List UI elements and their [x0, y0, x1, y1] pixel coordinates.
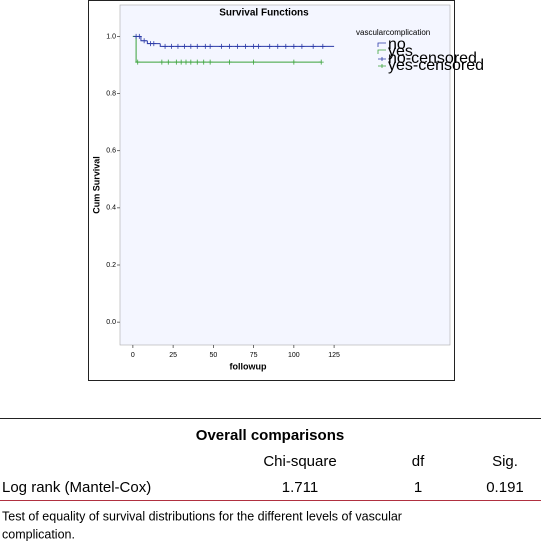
censor-mark — [141, 38, 147, 44]
censor-mark — [299, 43, 305, 49]
censor-mark — [226, 43, 232, 49]
cell: 0.191 — [486, 479, 524, 496]
censor-mark — [291, 59, 297, 65]
x-tick-label: 100 — [288, 352, 300, 359]
legend-label: no-censored — [388, 50, 477, 67]
row-label: Log rank (Mantel-Cox) — [2, 479, 151, 496]
y-tick-label: 1.0 — [106, 33, 116, 40]
legend-label: no — [388, 36, 406, 53]
censor-mark — [201, 59, 207, 65]
footnote: Test of equality of survival distributio… — [2, 509, 402, 523]
legend-label: yes — [388, 43, 413, 60]
censor-mark — [169, 43, 175, 49]
table-title: Overall comparisons — [196, 427, 344, 444]
censor-mark — [218, 43, 224, 49]
censor-mark — [165, 59, 171, 65]
censor-mark — [136, 33, 142, 39]
censor-mark — [173, 59, 179, 65]
censor-mark — [135, 59, 141, 65]
x-axis-label: followup — [230, 361, 267, 371]
censor-mark — [235, 43, 241, 49]
censor-mark — [202, 43, 208, 49]
censor-mark — [188, 59, 194, 65]
censor-mark — [194, 59, 200, 65]
censor-mark — [175, 43, 181, 49]
censor-mark — [162, 43, 168, 49]
censor-mark — [251, 43, 257, 49]
censor-mark — [226, 59, 232, 65]
censor-mark — [151, 41, 157, 47]
chart-title: Survival Functions — [219, 8, 309, 19]
legend-swatch — [378, 64, 386, 68]
censor-mark — [310, 43, 316, 49]
legend-swatch — [377, 49, 386, 54]
censor-mark — [251, 59, 257, 65]
censor-mark — [243, 43, 249, 49]
censor-mark — [291, 43, 297, 49]
column-header: Chi-square — [263, 453, 336, 470]
x-tick-label: 0 — [131, 352, 135, 359]
censor-mark — [318, 59, 324, 65]
censor-mark — [207, 59, 213, 65]
x-tick-label: 50 — [209, 352, 217, 359]
censor-mark — [275, 43, 281, 49]
censor-mark — [320, 43, 326, 49]
y-tick-label: 0.0 — [106, 319, 116, 326]
legend-swatch — [377, 42, 386, 47]
x-tick-label: 25 — [169, 352, 177, 359]
censor-mark — [178, 59, 184, 65]
censor-mark — [283, 43, 289, 49]
legend-label: yes-censored — [388, 57, 484, 74]
column-header: df — [412, 453, 425, 470]
y-tick-label: 0.4 — [106, 205, 116, 212]
censor-mark — [255, 43, 261, 49]
legend-title: vascularcomplication — [356, 28, 430, 37]
footnote: complication. — [2, 527, 75, 541]
legend-swatch — [378, 57, 386, 61]
cell: 1.711 — [282, 479, 318, 496]
censor-mark — [181, 43, 187, 49]
x-tick-label: 75 — [250, 352, 258, 359]
censor-mark — [194, 43, 200, 49]
column-header: Sig. — [492, 453, 518, 470]
x-tick-label: 125 — [328, 352, 340, 359]
censor-mark — [267, 43, 273, 49]
y-tick-label: 0.2 — [106, 262, 116, 269]
y-tick-label: 0.6 — [106, 148, 116, 155]
censor-mark — [159, 59, 165, 65]
censor-mark — [183, 59, 189, 65]
cell: 1 — [414, 479, 422, 496]
y-axis-label: Cum Survival — [91, 156, 101, 214]
censor-mark — [207, 43, 213, 49]
y-tick-label: 0.8 — [106, 90, 116, 97]
censor-mark — [188, 43, 194, 49]
